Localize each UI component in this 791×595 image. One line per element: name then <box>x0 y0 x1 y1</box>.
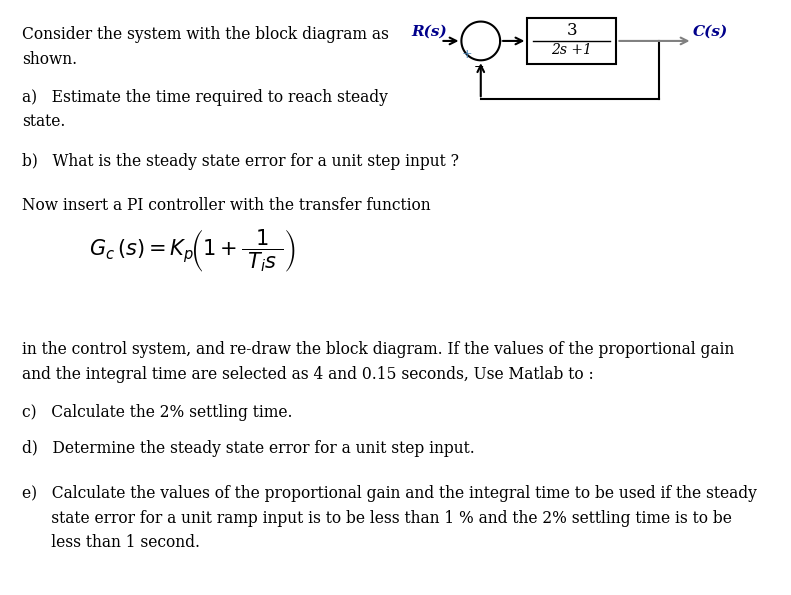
Text: state error for a unit ramp input is to be less than 1 % and the 2% settling tim: state error for a unit ramp input is to … <box>22 510 732 527</box>
Text: b)   What is the steady state error for a unit step input ?: b) What is the steady state error for a … <box>22 153 459 170</box>
Text: and the integral time are selected as 4 and 0.15 seconds, Use Matlab to :: and the integral time are selected as 4 … <box>22 366 593 383</box>
Text: Now insert a PI controller with the transfer function: Now insert a PI controller with the tran… <box>22 197 430 214</box>
Text: C(s): C(s) <box>692 24 728 39</box>
Text: Consider the system with the block diagram as: Consider the system with the block diagr… <box>22 26 388 43</box>
Text: 3: 3 <box>566 21 577 39</box>
Bar <box>528 18 616 64</box>
Text: −: − <box>474 61 484 74</box>
Text: in the control system, and re-draw the block diagram. If the values of the propo: in the control system, and re-draw the b… <box>22 342 734 358</box>
Text: shown.: shown. <box>22 51 77 68</box>
Text: state.: state. <box>22 113 65 130</box>
Text: +: + <box>462 48 472 61</box>
Text: R(s): R(s) <box>411 24 447 39</box>
Text: $G_c\,(s) = K_p\!\left(1+\dfrac{\ \ 1\ \ }{T_i s}\right)$: $G_c\,(s) = K_p\!\left(1+\dfrac{\ \ 1\ \… <box>89 227 296 274</box>
Text: 2s +1: 2s +1 <box>551 43 592 57</box>
Text: d)   Determine the steady state error for a unit step input.: d) Determine the steady state error for … <box>22 440 475 458</box>
Text: less than 1 second.: less than 1 second. <box>22 534 200 551</box>
Text: c)   Calculate the 2% settling time.: c) Calculate the 2% settling time. <box>22 403 293 421</box>
Text: e)   Calculate the values of the proportional gain and the integral time to be u: e) Calculate the values of the proportio… <box>22 486 757 502</box>
Text: a)   Estimate the time required to reach steady: a) Estimate the time required to reach s… <box>22 89 388 106</box>
